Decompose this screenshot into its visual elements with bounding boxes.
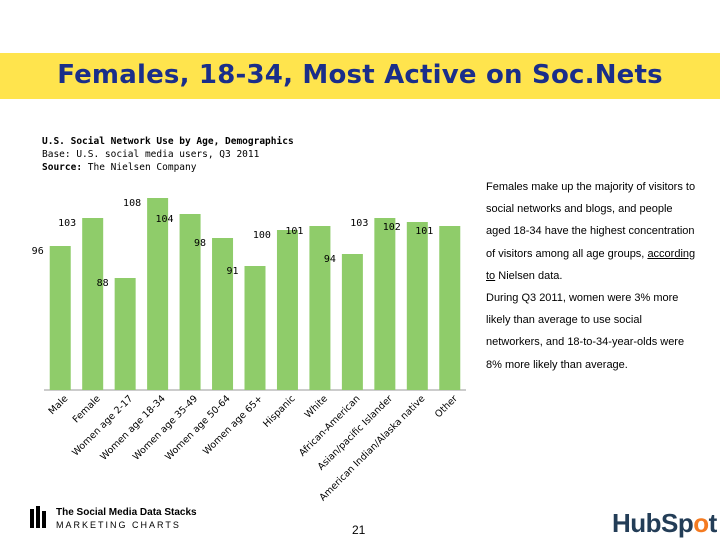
bar-1 [82, 218, 104, 390]
meta-source-label: Source: [42, 162, 83, 173]
bar-7 [276, 230, 298, 390]
data-label-2: 88 [97, 278, 109, 289]
meta-source-value: The Nielsen Company [87, 162, 197, 173]
meta-title: U.S. Social Network Use by Age, Demograp… [42, 136, 294, 147]
description-text-1: Females make up the majority of visitors… [486, 181, 696, 260]
data-label-0: 96 [32, 246, 44, 257]
bar-6 [244, 266, 266, 390]
footer-brand-line2: MARKETING CHARTS [56, 520, 181, 530]
bar-3 [147, 198, 169, 390]
bar-0 [49, 246, 71, 390]
bar-11 [406, 222, 428, 390]
data-label-10: 103 [350, 218, 368, 229]
footer-brand: The Social Media Data Stacks MARKETING C… [56, 507, 197, 531]
chart-meta: U.S. Social Network Use by Age, Demograp… [42, 135, 294, 174]
hubspot-logo-part2: t [708, 508, 718, 538]
bar-9 [341, 254, 363, 390]
data-label-3: 108 [123, 198, 141, 209]
category-label-7: Hispanic [261, 393, 297, 429]
meta-base: Base: U.S. social media users, Q3 2011 [42, 149, 260, 160]
data-label-6: 91 [226, 266, 238, 277]
bar-4 [179, 214, 201, 390]
page-number: 21 [352, 523, 366, 537]
data-label-1: 103 [58, 218, 76, 229]
data-label-4: 104 [156, 214, 174, 225]
bar-10 [374, 218, 396, 390]
data-label-11: 102 [383, 222, 401, 233]
bar-8 [309, 226, 331, 390]
data-label-9: 94 [324, 254, 336, 265]
hubspot-logo: HubSpot [612, 508, 717, 539]
hubspot-logo-sprocket: o [693, 508, 709, 538]
description: Females make up the majority of visitors… [486, 176, 696, 376]
category-label-0: Male [47, 393, 71, 417]
category-label-12: Other [433, 393, 460, 420]
category-label-9: African-American [297, 393, 362, 458]
nielsen-link[interactable]: according to [486, 247, 696, 282]
data-label-7: 100 [253, 230, 271, 241]
footer-brand-line1: The Social Media Data Stacks [56, 507, 197, 518]
bar-12 [439, 226, 461, 390]
category-label-6: Women age 65+ [201, 393, 265, 457]
data-label-5: 98 [194, 238, 206, 249]
page-title: Females, 18-34, Most Active on Soc.Nets [57, 60, 663, 90]
category-label-1: Female [71, 393, 103, 425]
category-label-8: White [303, 393, 330, 420]
hubspot-logo-part1: HubSp [612, 508, 694, 538]
title-bar [0, 53, 720, 99]
description-text-2: Nielsen data. [495, 269, 563, 282]
data-label-12: 101 [415, 226, 433, 237]
description-text-3: During Q3 2011, women were 3% more likel… [486, 292, 685, 371]
bar-5 [212, 238, 234, 390]
data-label-8: 101 [285, 226, 303, 237]
bar-2 [114, 278, 136, 390]
marketing-charts-logo-icon [30, 506, 46, 528]
category-label-2: Women age 2-17 [70, 393, 135, 458]
